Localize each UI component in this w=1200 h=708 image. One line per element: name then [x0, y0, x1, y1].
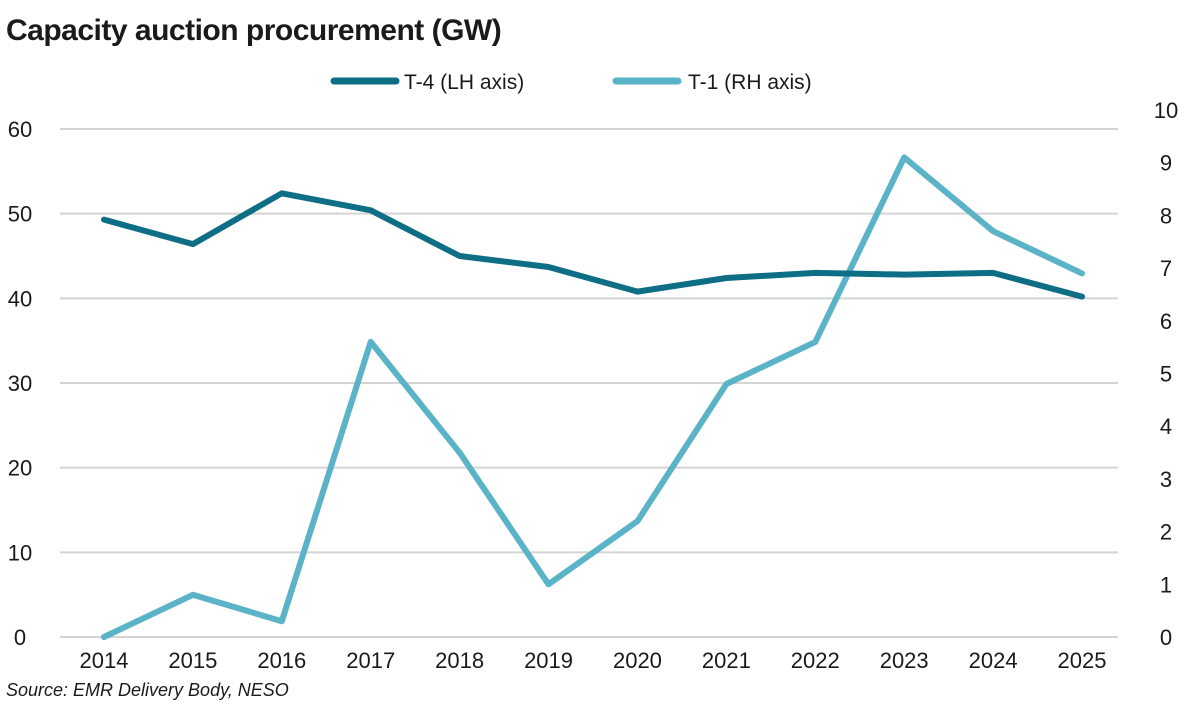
left-axis-tick-label: 10 [8, 540, 32, 565]
x-axis-tick-label: 2025 [1058, 648, 1107, 673]
x-axis-tick-label: 2016 [257, 648, 306, 673]
right-axis-tick-label: 2 [1160, 520, 1172, 545]
legend-label: T-4 (LH axis) [404, 71, 524, 94]
x-axis-tick-label: 2018 [435, 648, 484, 673]
right-axis-tick-label: 6 [1160, 309, 1172, 334]
right-axis-tick-label: 4 [1160, 414, 1172, 439]
x-axis-tick-label: 2014 [80, 648, 129, 673]
legend: T-4 (LH axis) T-1 (RH axis) [330, 71, 812, 94]
left-axis-tick-label: 40 [8, 286, 32, 311]
right-axis-tick-label: 1 [1160, 572, 1172, 597]
x-axis-tick-label: 2015 [168, 648, 217, 673]
right-axis-tick-label: 0 [1160, 625, 1172, 650]
right-axis-tick-label: 10 [1154, 98, 1178, 123]
series-lines [101, 154, 1085, 640]
left-axis-tick-label: 20 [8, 456, 32, 481]
right-axis-tick-label: 9 [1160, 151, 1172, 176]
left-axis-tick-label: 0 [14, 625, 26, 650]
right-axis-ticks: 0 1 2 3 4 5 6 7 8 9 10 [1154, 98, 1178, 650]
legend-label: T-1 (RH axis) [688, 71, 812, 94]
x-axis-tick-label: 2019 [524, 648, 573, 673]
left-axis-ticks: 0 10 20 30 40 50 60 [8, 117, 32, 650]
x-axis-tick-label: 2023 [880, 648, 929, 673]
x-axis-tick-label: 2017 [346, 648, 395, 673]
right-axis-tick-label: 7 [1160, 256, 1172, 281]
right-axis-tick-label: 8 [1160, 203, 1172, 228]
series-line-t1 [101, 154, 1085, 640]
chart-title: Capacity auction procurement (GW) [6, 14, 502, 47]
x-axis-tick-label: 2022 [791, 648, 840, 673]
left-axis-tick-label: 60 [8, 117, 32, 142]
chart-source: Source: EMR Delivery Body, NESO [6, 680, 289, 700]
series-line-t4 [101, 190, 1085, 300]
right-axis-tick-label: 5 [1160, 362, 1172, 387]
x-axis-tick-label: 2024 [969, 648, 1018, 673]
right-axis-tick-label: 3 [1160, 467, 1172, 492]
x-axis-tick-label: 2021 [702, 648, 751, 673]
x-axis-tick-label: 2020 [613, 648, 662, 673]
left-axis-tick-label: 50 [8, 202, 32, 227]
left-axis-tick-label: 30 [8, 371, 32, 396]
x-axis-ticks: 2014 2015 2016 2017 2018 2019 2020 2021 2022 2023… [80, 648, 1107, 673]
